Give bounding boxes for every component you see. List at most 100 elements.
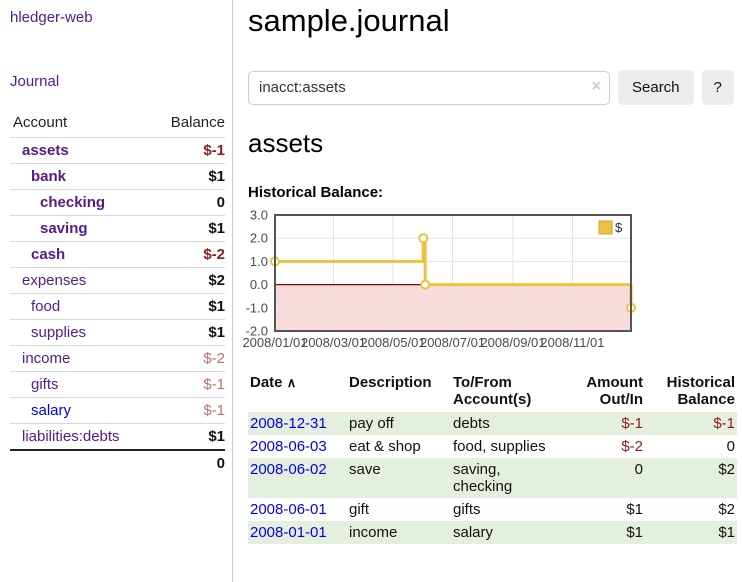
data-point-marker[interactable] bbox=[418, 233, 429, 244]
help-button[interactable]: ? bbox=[701, 70, 734, 105]
account-row: gifts $-1 bbox=[10, 371, 225, 398]
account-row: cash $-2 bbox=[10, 241, 225, 268]
search-button[interactable]: Search bbox=[618, 70, 694, 105]
transaction-balance: 0 bbox=[726, 438, 735, 455]
account-row: expenses $2 bbox=[10, 267, 225, 294]
account-row: bank $1 bbox=[10, 163, 225, 190]
transaction-accounts: saving, checking bbox=[453, 461, 513, 495]
account-balance: $1 bbox=[151, 293, 225, 320]
account-balance: 0 bbox=[151, 189, 225, 216]
x-axis-tick-label: 2008/09/01 bbox=[480, 335, 545, 350]
transaction-date-link[interactable]: 2008-12-31 bbox=[250, 415, 327, 432]
transaction-amount: $1 bbox=[626, 524, 643, 541]
x-axis-tick-label: 2008/03/01 bbox=[301, 335, 366, 350]
transaction-accounts: debts bbox=[453, 415, 490, 432]
register-header-balance: Historical Balance bbox=[666, 374, 735, 408]
account-balance: $1 bbox=[151, 423, 225, 450]
x-axis-tick-label: 2008/05/01 bbox=[360, 335, 425, 350]
accounts-table-body: assets $-1 bank $1 checking 0 saving $1 cash $-2 e… bbox=[10, 137, 225, 450]
transaction-date-link[interactable]: 2008-06-01 bbox=[250, 501, 327, 518]
account-link[interactable]: checking bbox=[40, 194, 106, 211]
account-balance: $-1 bbox=[151, 371, 225, 398]
register-header-date[interactable]: Date ∧ bbox=[250, 374, 297, 391]
search-wrap: × bbox=[248, 70, 610, 105]
transaction-date-link[interactable]: 2008-06-03 bbox=[250, 438, 327, 455]
transaction-date-link[interactable]: 2008-06-02 bbox=[250, 461, 327, 478]
y-axis-tick-label: 0.0 bbox=[250, 277, 268, 292]
account-balance: $-2 bbox=[151, 345, 225, 372]
account-link[interactable]: income bbox=[22, 350, 71, 367]
legend-label: $ bbox=[615, 220, 623, 235]
account-balance: $1 bbox=[151, 215, 225, 242]
account-link[interactable]: gifts bbox=[31, 376, 59, 393]
transaction-balance: $-1 bbox=[713, 415, 735, 432]
transaction-row: 2008-06-02 save saving, checking 0 $2 bbox=[248, 458, 737, 498]
y-axis-tick-label: -2.0 bbox=[246, 324, 268, 339]
accounts-header-balance: Balance bbox=[170, 114, 225, 131]
accounts-table: Account Balance assets $-1 bank $1 checking 0… bbox=[10, 111, 225, 476]
search-input[interactable] bbox=[248, 70, 610, 105]
account-balance: $1 bbox=[151, 319, 225, 346]
register-header-row: Date ∧ Description To/From Account(s) Am… bbox=[248, 372, 737, 412]
transaction-row: 2008-06-03 eat & shop food, supplies $-2 0 bbox=[248, 435, 737, 458]
transaction-description: income bbox=[349, 524, 398, 541]
account-link[interactable]: bank bbox=[31, 168, 67, 185]
account-link[interactable]: salary bbox=[31, 402, 72, 419]
transaction-description: save bbox=[349, 461, 381, 478]
transaction-balance: $1 bbox=[718, 524, 735, 541]
transaction-accounts: gifts bbox=[453, 501, 481, 518]
y-axis-tick-label: 3.0 bbox=[250, 208, 268, 223]
x-axis-tick-label: 2008/01/01 bbox=[242, 335, 307, 350]
chart-border bbox=[274, 214, 632, 332]
transaction-description: eat & shop bbox=[349, 438, 421, 455]
transaction-accounts: food, supplies bbox=[453, 438, 546, 455]
account-link[interactable]: saving bbox=[40, 220, 88, 237]
register-header-description: Description bbox=[349, 374, 432, 391]
account-link[interactable]: supplies bbox=[31, 324, 87, 341]
transaction-date-link[interactable]: 2008-01-01 bbox=[250, 524, 327, 541]
transaction-amount: $-2 bbox=[621, 438, 643, 455]
clear-search-icon[interactable]: × bbox=[591, 77, 601, 95]
brand-link[interactable]: hledger-web bbox=[10, 9, 93, 26]
account-row: liabilities:debts $1 bbox=[10, 423, 225, 450]
register-header-accounts: To/From Account(s) bbox=[453, 374, 532, 408]
register-table: Date ∧ Description To/From Account(s) Am… bbox=[248, 372, 737, 544]
chart-title: Historical Balance: bbox=[248, 184, 384, 201]
spacer bbox=[10, 449, 152, 476]
register-header-amount: Amount Out/In bbox=[586, 374, 643, 408]
account-balance: $-1 bbox=[151, 397, 225, 424]
accounts-total-row: 0 bbox=[10, 449, 225, 476]
transaction-balance: $2 bbox=[718, 461, 735, 478]
data-point-marker[interactable] bbox=[420, 279, 431, 290]
y-axis-tick-label: 1.0 bbox=[250, 254, 268, 269]
account-balance: $1 bbox=[151, 163, 225, 190]
y-axis-tick-label: -1.0 bbox=[246, 300, 268, 315]
account-row: income $-2 bbox=[10, 345, 225, 372]
sidebar-item-journal[interactable]: Journal bbox=[10, 73, 60, 90]
account-row: checking 0 bbox=[10, 189, 225, 216]
account-link[interactable]: assets bbox=[22, 142, 69, 159]
historical-balance-chart[interactable]: $3.0 2.0 1.0 0.0 -1.0 -2.0 2008/01/01 2008/03/0… bbox=[237, 208, 737, 355]
account-row: supplies $1 bbox=[10, 319, 225, 346]
x-axis-tick-label: 2008/11/01 bbox=[540, 335, 604, 350]
account-link[interactable]: food bbox=[31, 298, 61, 315]
legend-swatch bbox=[598, 220, 613, 235]
account-balance: $2 bbox=[151, 267, 225, 294]
transaction-row: 2008-06-01 gift gifts $1 $2 bbox=[248, 498, 737, 521]
page-title: sample.journal bbox=[248, 3, 450, 38]
sidebar: hledger-web Journal Account Balance asse… bbox=[0, 0, 233, 582]
account-link[interactable]: liabilities:debts bbox=[22, 428, 120, 445]
account-link[interactable]: cash bbox=[31, 246, 66, 263]
transaction-amount: 0 bbox=[634, 461, 643, 478]
main-content: sample.journal × Search ? assets Histori… bbox=[233, 0, 742, 582]
transaction-description: pay off bbox=[349, 415, 394, 432]
transaction-accounts: salary bbox=[453, 524, 494, 541]
account-link[interactable]: expenses bbox=[22, 272, 87, 289]
account-row: salary $-1 bbox=[10, 397, 225, 424]
account-row: food $1 bbox=[10, 293, 225, 320]
account-title: assets bbox=[248, 128, 324, 158]
sort-ascending-icon: ∧ bbox=[286, 375, 297, 390]
search-row: × Search ? bbox=[248, 70, 737, 105]
transaction-description: gift bbox=[349, 501, 370, 518]
